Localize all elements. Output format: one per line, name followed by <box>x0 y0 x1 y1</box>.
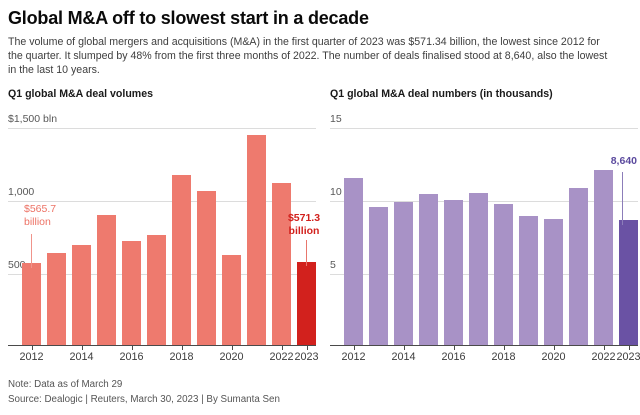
x-tick-label: 2020 <box>219 351 244 364</box>
bar-2017 <box>147 234 166 346</box>
bar-2013 <box>369 207 388 346</box>
tick-mark-2023 <box>306 346 308 351</box>
x-tick-label: 2016 <box>441 351 466 364</box>
y-tick-label: 1,000 <box>8 186 35 199</box>
tick-mark-2022 <box>603 346 605 351</box>
x-tick-label: 2014 <box>69 351 94 364</box>
bar-2015 <box>97 214 116 346</box>
bar-2020 <box>222 255 241 346</box>
bar-2014 <box>394 201 413 346</box>
tick-mark-2020 <box>231 346 233 351</box>
annotation-label: $565.7 billion <box>24 203 57 229</box>
bar-2012 <box>22 263 41 346</box>
tick-mark-2018 <box>181 346 183 351</box>
gridline-1000 <box>8 201 316 203</box>
tick-mark-2012 <box>353 346 355 351</box>
tick-mark-2012 <box>31 346 33 351</box>
annotation-line <box>31 234 32 269</box>
bar-2019 <box>519 216 538 346</box>
bar-2022 <box>594 169 613 346</box>
bar-2018 <box>172 174 191 346</box>
gridline-15 <box>330 128 638 130</box>
plot-numbers: 15 10 5 8,640 <box>330 113 638 347</box>
annotation-label: $571.3 billion <box>287 212 321 238</box>
bar-2022 <box>272 183 291 346</box>
x-tick-label: 2023 <box>294 351 319 364</box>
annotation-line <box>306 240 307 267</box>
x-axis-line <box>8 345 316 347</box>
tick-mark-2014 <box>403 346 405 351</box>
y-tick-label: 15 <box>330 113 342 126</box>
x-tick-label: 2012 <box>341 351 366 364</box>
x-tick-label: 2016 <box>119 351 144 364</box>
gridline-1500 <box>8 128 316 130</box>
x-tick-label: 2018 <box>169 351 194 364</box>
bar-2023 <box>619 219 638 346</box>
page-subtitle: The volume of global mergers and acquisi… <box>8 36 608 76</box>
x-tick-label: 2022 <box>269 351 294 364</box>
page-title: Global M&A off to slowest start in a dec… <box>8 8 369 28</box>
bar-2021 <box>569 188 588 346</box>
bar-2016 <box>122 240 141 346</box>
x-tick-label: 2012 <box>19 351 44 364</box>
footer-note: Note: Data as of March 29 <box>8 379 123 391</box>
chart-deal-volumes: Q1 global M&A deal volumes $1,500 bln 1,0… <box>8 88 320 366</box>
bar-2021 <box>247 134 266 346</box>
tick-mark-2020 <box>553 346 555 351</box>
tick-mark-2023 <box>628 346 630 351</box>
y-tick-label: 10 <box>330 186 342 199</box>
annotation-line <box>622 172 623 226</box>
tick-mark-2014 <box>81 346 83 351</box>
y-tick-label: $1,500 bln <box>8 113 58 126</box>
bar-2017 <box>469 192 488 346</box>
tick-mark-2016 <box>131 346 133 351</box>
x-tick-label: 2023 <box>616 351 640 364</box>
chart-deal-numbers: Q1 global M&A deal numbers (in thousands… <box>330 88 640 366</box>
bar-2019 <box>197 190 216 346</box>
chart-title-numbers: Q1 global M&A deal numbers (in thousands… <box>330 88 553 101</box>
bar-2013 <box>47 253 66 346</box>
x-axis-numbers: 2012 2014 2016 2018 2020 2022 2023 <box>330 346 640 366</box>
plot-volumes: $1,500 bln 1,000 500 $565.7 billion $571.3 b… <box>8 113 320 347</box>
footer-source: Source: Dealogic | Reuters, March 30, 20… <box>8 394 280 406</box>
tick-mark-2022 <box>281 346 283 351</box>
x-axis-line <box>330 345 638 347</box>
tick-mark-2018 <box>503 346 505 351</box>
bar-2016 <box>444 200 463 346</box>
y-tick-label: 500 <box>8 258 26 271</box>
tick-mark-2016 <box>453 346 455 351</box>
chart-title-volumes: Q1 global M&A deal volumes <box>8 88 154 101</box>
x-tick-label: 2020 <box>541 351 566 364</box>
x-tick-label: 2014 <box>391 351 416 364</box>
footer: Note: Data as of March 29 Source: Dealog… <box>8 377 640 407</box>
x-tick-label: 2022 <box>591 351 616 364</box>
bar-2014 <box>72 245 91 346</box>
bar-2023 <box>297 262 316 346</box>
charts-row: Q1 global M&A deal volumes $1,500 bln 1,0… <box>8 88 640 366</box>
x-tick-label: 2018 <box>491 351 516 364</box>
bar-2020 <box>544 218 563 346</box>
annotation-label: 8,640 <box>610 155 637 168</box>
bar-2018 <box>494 204 513 346</box>
x-axis-volumes: 2012 2014 2016 2018 2020 2022 2023 <box>8 346 319 366</box>
y-tick-label: 5 <box>330 258 336 271</box>
bar-2012 <box>344 178 363 346</box>
bar-2015 <box>419 194 438 346</box>
